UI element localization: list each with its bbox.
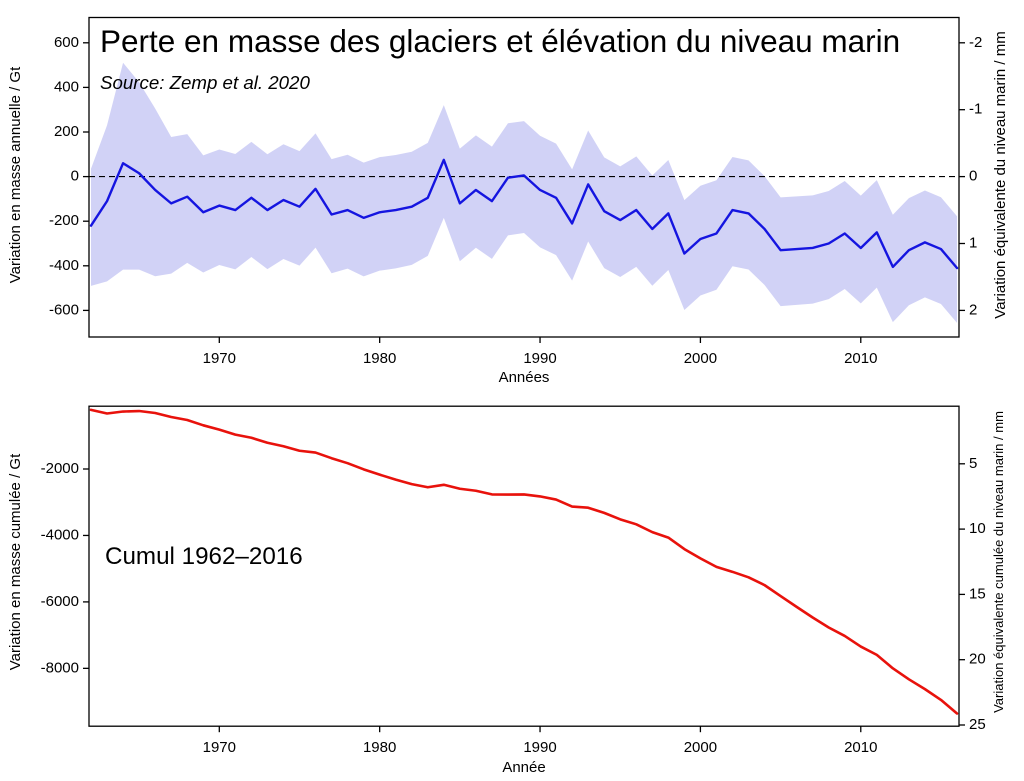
svg-text:Variation équivalente du nivea: Variation équivalente du niveau marin / … [992,31,1009,318]
svg-text:25: 25 [969,716,986,733]
svg-text:Années: Années [499,369,550,386]
svg-text:-200: -200 [49,212,79,229]
svg-text:-4000: -4000 [41,526,79,543]
svg-text:10: 10 [969,520,986,537]
svg-text:2010: 2010 [844,350,877,367]
svg-text:2000: 2000 [684,739,717,756]
svg-text:2: 2 [969,301,977,318]
svg-text:2010: 2010 [844,739,877,756]
svg-text:1990: 1990 [523,350,556,367]
svg-text:1980: 1980 [363,350,396,367]
svg-text:-1: -1 [969,101,982,118]
svg-text:Perte en masse des glaciers et: Perte en masse des glaciers et élévation… [100,23,900,59]
svg-text:Cumul 1962–2016: Cumul 1962–2016 [105,543,303,570]
svg-text:20: 20 [969,651,986,668]
svg-text:Année: Année [502,759,545,776]
svg-text:-6000: -6000 [41,593,79,610]
svg-text:600: 600 [54,34,79,51]
svg-text:400: 400 [54,78,79,95]
svg-text:-2000: -2000 [41,460,79,477]
svg-text:200: 200 [54,123,79,140]
svg-text:1970: 1970 [203,739,236,756]
svg-text:1980: 1980 [363,739,396,756]
svg-text:Source: Zemp et al. 2020: Source: Zemp et al. 2020 [100,72,310,93]
svg-text:Variation en masse annuelle /: Variation en masse annuelle / Gt [7,66,24,283]
svg-text:-2: -2 [969,34,982,51]
svg-text:15: 15 [969,585,986,602]
svg-text:2000: 2000 [684,350,717,367]
svg-text:-600: -600 [49,301,79,318]
svg-text:0: 0 [71,168,79,185]
svg-text:1: 1 [969,235,977,252]
svg-text:1970: 1970 [203,350,236,367]
svg-text:5: 5 [969,455,977,472]
svg-text:0: 0 [969,168,977,185]
svg-text:Variation en masse cumulée / G: Variation en masse cumulée / Gt [7,453,24,670]
svg-text:Variation équivalente cumulée: Variation équivalente cumulée du niveau … [991,411,1006,713]
svg-text:-400: -400 [49,257,79,274]
svg-text:1990: 1990 [523,739,556,756]
svg-text:-8000: -8000 [41,659,79,676]
